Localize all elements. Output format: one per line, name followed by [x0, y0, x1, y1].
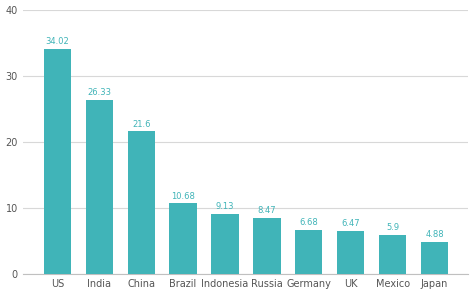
Bar — [170, 203, 197, 274]
Text: 10.68: 10.68 — [171, 192, 195, 201]
Bar — [211, 214, 238, 274]
Bar — [337, 231, 365, 274]
Text: 5.9: 5.9 — [386, 223, 399, 232]
Text: 26.33: 26.33 — [87, 88, 111, 97]
Text: 34.02: 34.02 — [46, 37, 69, 46]
Text: 9.13: 9.13 — [216, 202, 234, 211]
Bar — [421, 242, 448, 274]
Bar — [379, 235, 406, 274]
Bar — [253, 218, 281, 274]
Text: 8.47: 8.47 — [257, 206, 276, 215]
Text: 6.47: 6.47 — [341, 219, 360, 229]
Bar — [86, 100, 113, 274]
Text: 6.68: 6.68 — [300, 218, 318, 227]
Text: 21.6: 21.6 — [132, 119, 150, 129]
Bar — [295, 230, 322, 274]
Text: 4.88: 4.88 — [425, 230, 444, 239]
Bar — [128, 131, 155, 274]
Bar — [44, 49, 71, 274]
